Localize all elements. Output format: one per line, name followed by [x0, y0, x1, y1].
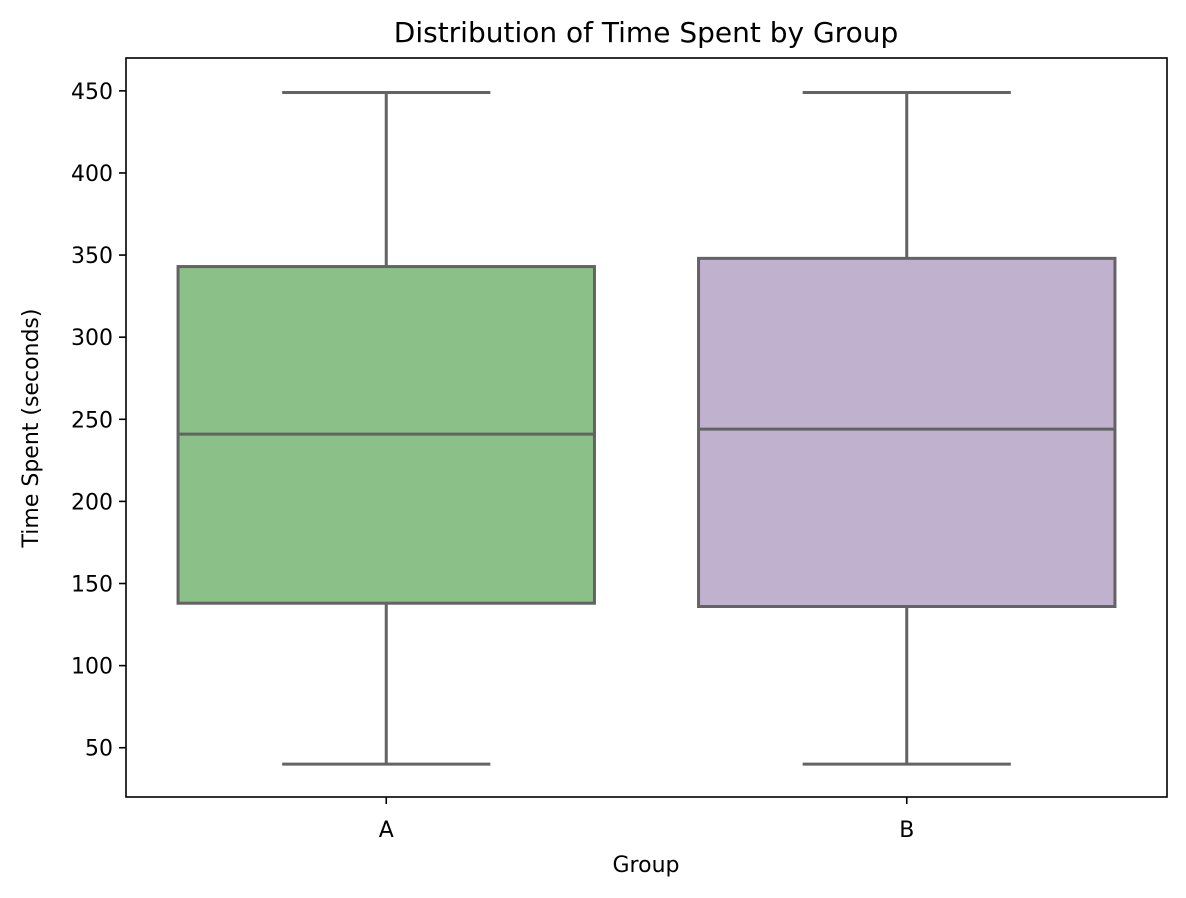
box-iqr	[697, 256, 1117, 609]
y-tick-label: 300	[71, 326, 113, 351]
x-axis-label: Group	[613, 853, 680, 878]
chart-title: Distribution of Time Spent by Group	[394, 16, 898, 49]
y-axis-label: Time Spent (seconds)	[19, 309, 44, 549]
y-tick-label: 50	[85, 737, 113, 762]
y-tick-label: 100	[71, 655, 113, 680]
y-tick-label: 250	[71, 408, 113, 433]
x-tick-label: B	[899, 818, 914, 843]
y-tick-label: 350	[71, 244, 113, 269]
y-tick-label: 150	[71, 573, 113, 598]
plot-frame	[125, 57, 1168, 798]
box-group-a	[176, 90, 596, 766]
y-tick-label: 450	[71, 80, 113, 105]
y-axis: 50 100 150 200 250 300 350 400 450	[71, 80, 126, 762]
x-tick-label: A	[379, 818, 394, 843]
boxes-layer	[176, 90, 1117, 766]
box-group-b	[697, 90, 1117, 766]
y-tick-label: 400	[71, 162, 113, 187]
y-tick-label: 200	[71, 490, 113, 515]
